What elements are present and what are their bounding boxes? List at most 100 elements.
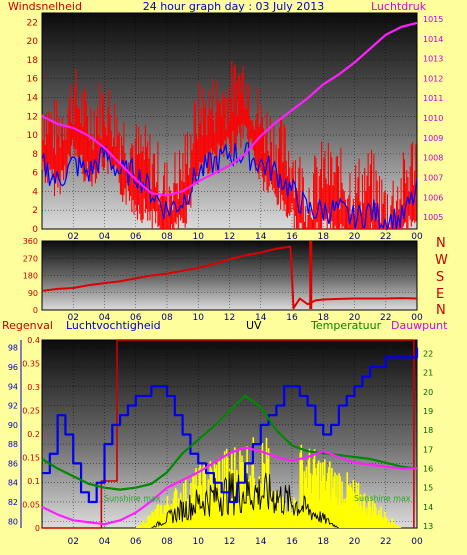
rain-line — [42, 339, 415, 529]
humidity-y-tick-96: 96 — [8, 363, 18, 372]
direction-panel-x-tick-02: 02 — [68, 313, 79, 323]
humidity-y-tick-98: 98 — [8, 344, 18, 353]
uv-axis-title: UV — [246, 319, 262, 332]
uv-line — [151, 471, 340, 529]
rain-y-tick-0: 0 — [35, 524, 40, 533]
direction-y-tick-270: 270 — [23, 254, 38, 263]
humidity-y-tick-86: 86 — [8, 459, 18, 468]
direction-panel-x-tick-16: 16 — [286, 313, 298, 323]
humidity-axis-title: Luchtvochtigheid — [66, 319, 161, 332]
wind-y-tick-4: 4 — [32, 187, 38, 197]
direction-panel-x-tick-04: 04 — [99, 313, 111, 323]
pressure-line — [41, 21, 418, 197]
wind-y-tick-20: 20 — [27, 37, 39, 47]
wind-panel-x-tick-14: 14 — [255, 232, 267, 242]
direction-panel-x-tick-18: 18 — [318, 313, 330, 323]
dewpoint-line — [41, 446, 417, 526]
sunshine-max-label-left: Sunshine max — [104, 494, 161, 503]
direction-y-tick-360: 360 — [23, 237, 38, 246]
temperature-y-tick-14: 14 — [423, 503, 433, 512]
wind-panel-x-tick-20: 20 — [349, 232, 361, 242]
pressure-y-tick-1011: 1011 — [423, 94, 443, 103]
direction-panel-x-tick-22: 22 — [380, 313, 391, 323]
wind-panel-x-tick-04: 04 — [99, 232, 111, 242]
wind-panel-x-tick-02: 02 — [68, 232, 79, 242]
rain-y-tick-0.25: 0.25 — [22, 407, 40, 416]
wind-panel-x-tick-10: 10 — [193, 232, 205, 242]
climate-panel-x-tick-20: 20 — [349, 537, 361, 547]
wind-y-tick-2: 2 — [32, 206, 38, 216]
temperature-line — [41, 394, 418, 491]
wind-average-line — [41, 141, 418, 232]
pressure-y-tick-1009: 1009 — [423, 134, 443, 143]
wind-panel-x-tick-06: 06 — [130, 232, 142, 242]
pressure-y-tick-1010: 1010 — [423, 114, 443, 123]
climate-panel-x-tick-14: 14 — [255, 537, 267, 547]
rain-axis-title: Regenval — [2, 319, 53, 332]
climate-panel-x-tick-22: 22 — [380, 537, 391, 547]
pressure-y-tick-1008: 1008 — [423, 154, 443, 163]
wind-panel-x-tick-18: 18 — [318, 232, 330, 242]
temperature-y-tick-22: 22 — [423, 349, 433, 358]
temperature-y-tick-16: 16 — [423, 465, 433, 474]
compass-label-e: E — [436, 287, 445, 302]
climate-panel-x-tick-00: 00 — [411, 537, 423, 547]
wind-y-tick-10: 10 — [27, 131, 39, 141]
wind-y-tick-22: 22 — [27, 18, 38, 28]
climate-panel-x-tick-12: 12 — [224, 537, 235, 547]
wind-panel-x-tick-22: 22 — [380, 232, 391, 242]
direction-panel-x-tick-06: 06 — [130, 313, 142, 323]
temperature-y-tick-15: 15 — [423, 484, 433, 493]
graph-title: 24 hour graph day : 03 July 2013 — [142, 0, 325, 13]
climate-panel-x-tick-04: 04 — [99, 537, 111, 547]
temperature-axis-title: Temperatuur — [311, 319, 382, 332]
humidity-y-tick-80: 80 — [8, 517, 18, 526]
temperature-y-tick-18: 18 — [423, 426, 433, 435]
rain-y-tick-0.05: 0.05 — [22, 501, 40, 510]
wind-y-tick-16: 16 — [27, 75, 39, 85]
direction-y-tick-0: 0 — [33, 306, 38, 315]
compass-label-n1: N — [436, 236, 446, 251]
wind-y-tick-8: 8 — [32, 150, 38, 160]
climate-panel-x-tick-08: 08 — [161, 537, 173, 547]
temperature-y-tick-21: 21 — [423, 369, 433, 378]
temperature-y-tick-17: 17 — [423, 445, 433, 454]
temperature-y-tick-19: 19 — [423, 407, 433, 416]
pressure-y-tick-1015: 1015 — [423, 15, 443, 24]
direction-panel-x-tick-14: 14 — [255, 313, 267, 323]
pressure-y-tick-1007: 1007 — [423, 173, 443, 182]
temperature-y-tick-20: 20 — [423, 388, 433, 397]
pressure-y-tick-1013: 1013 — [423, 55, 443, 64]
climate-panel-x-tick-02: 02 — [68, 537, 79, 547]
rain-y-tick-0.35: 0.35 — [22, 360, 40, 369]
direction-panel-x-tick-20: 20 — [349, 313, 361, 323]
wind-panel-x-tick-12: 12 — [224, 232, 235, 242]
climate-panel-x-tick-16: 16 — [286, 537, 298, 547]
wind-y-tick-0: 0 — [32, 225, 38, 235]
compass-label-n2: N — [436, 303, 446, 318]
wind-y-tick-6: 6 — [32, 169, 38, 179]
pressure-y-tick-1012: 1012 — [423, 74, 443, 83]
rain-y-tick-0.15: 0.15 — [22, 454, 40, 463]
climate-panel-x-tick-18: 18 — [318, 537, 330, 547]
humidity-y-tick-92: 92 — [8, 402, 18, 411]
compass-label-w: W — [435, 253, 448, 268]
climate-panel-x-tick-10: 10 — [193, 537, 205, 547]
rain-y-tick-0.1: 0.1 — [27, 477, 40, 486]
wind-panel-x-tick-00: 00 — [411, 232, 423, 242]
pressure-y-tick-1006: 1006 — [423, 193, 443, 202]
wind-panel-x-tick-08: 08 — [161, 232, 173, 242]
humidity-line — [42, 347, 419, 504]
wind-direction-line — [41, 245, 418, 310]
humidity-y-tick-88: 88 — [8, 440, 18, 449]
wind-panel-x-tick-16: 16 — [286, 232, 298, 242]
pressure-y-tick-1014: 1014 — [423, 35, 443, 44]
pressure-axis-title: Luchtdruk — [371, 0, 427, 13]
direction-y-tick-180: 180 — [23, 272, 38, 281]
direction-panel-x-tick-00: 00 — [411, 313, 423, 323]
compass-label-s: S — [436, 270, 445, 285]
temperature-y-tick-13: 13 — [423, 522, 433, 531]
sunshine-max-label-right: Sunshine max — [354, 494, 411, 503]
